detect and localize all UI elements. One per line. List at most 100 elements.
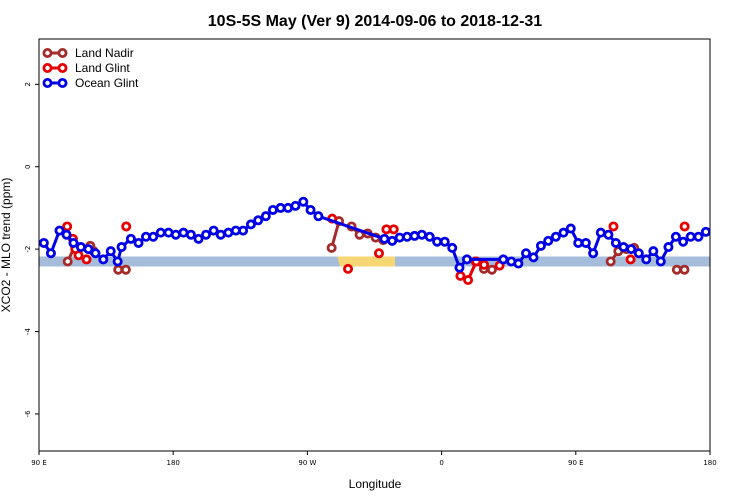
data-point	[326, 242, 337, 253]
data-point	[120, 264, 131, 275]
data-point	[185, 229, 196, 240]
data-point	[61, 229, 72, 240]
data-point	[618, 242, 629, 253]
data-point	[424, 231, 435, 242]
data-point	[253, 215, 264, 226]
data-point	[479, 259, 490, 270]
data-point	[455, 270, 466, 281]
chart-title: 10S-5S May (Ver 9) 2014-09-06 to 2018-12…	[208, 13, 543, 30]
y-tick-label: -2	[24, 246, 32, 253]
legend-item: Land Glint	[42, 61, 130, 75]
data-point	[595, 227, 606, 238]
data-point	[486, 264, 497, 275]
data-point	[45, 248, 56, 259]
x-axis: 90 E 180 90 W 0 90 E 180	[31, 451, 717, 467]
data-point	[73, 250, 84, 261]
legend-label: Land Glint	[75, 61, 130, 75]
data-point	[447, 242, 458, 253]
y-tick-label: -4	[24, 327, 32, 335]
data-point	[608, 221, 619, 232]
data-point	[313, 211, 324, 222]
data-point	[394, 232, 405, 243]
data-point	[387, 235, 398, 246]
data-point	[498, 254, 509, 265]
x-tick-label: 90 E	[31, 459, 47, 467]
data-point	[193, 233, 204, 244]
data-point	[679, 264, 690, 275]
data-point	[305, 204, 316, 215]
y-axis: 2 0 -2 -4 -6	[24, 82, 39, 417]
plot-frame	[38, 38, 711, 452]
data-point	[693, 231, 704, 242]
data-point	[461, 254, 472, 265]
data-point	[513, 258, 524, 269]
data-point	[535, 240, 546, 251]
legend-swatch-marker	[42, 48, 53, 59]
data-point	[528, 252, 539, 263]
legend-swatch-marker	[42, 78, 53, 89]
series-layer	[39, 196, 710, 286]
data-point	[373, 248, 384, 259]
land-gap-fill	[337, 256, 396, 267]
data-point	[201, 229, 212, 240]
data-point	[454, 262, 465, 273]
reference-band	[39, 256, 710, 267]
x-tick-label: 180	[167, 459, 180, 467]
y-tick-label: 0	[24, 164, 32, 168]
data-point	[565, 223, 576, 234]
legend-item: Land Nadir	[42, 46, 134, 60]
data-point	[550, 231, 561, 242]
data-point	[343, 263, 354, 274]
plot-region	[38, 38, 711, 452]
legend-label: Land Nadir	[75, 46, 134, 60]
data-point	[641, 254, 652, 265]
data-point	[388, 224, 399, 235]
data-point	[626, 244, 637, 255]
data-point	[125, 233, 136, 244]
data-point	[116, 242, 127, 253]
x-axis-label: Longitude	[349, 477, 402, 491]
legend-swatch-marker	[57, 78, 68, 89]
legend-label: Ocean Glint	[75, 76, 139, 90]
y-tick-label: 2	[24, 82, 32, 86]
data-point	[416, 229, 427, 240]
data-point	[215, 229, 226, 240]
data-point	[610, 237, 621, 248]
x-tick-label: 90 E	[568, 459, 584, 467]
data-point	[260, 211, 271, 222]
data-point	[625, 254, 636, 265]
x-tick-label: 180	[703, 459, 716, 467]
data-point	[605, 256, 616, 267]
data-point	[112, 256, 123, 267]
data-point	[62, 221, 73, 232]
data-point	[148, 231, 159, 242]
legend-swatch-marker	[57, 48, 68, 59]
data-point	[679, 221, 690, 232]
data-point	[708, 228, 710, 237]
data-point	[121, 221, 132, 232]
data-point	[379, 233, 390, 244]
data-point	[105, 246, 116, 257]
data-point	[98, 254, 109, 265]
data-point	[573, 237, 584, 248]
data-point	[439, 236, 450, 247]
series-ocean-glint	[39, 196, 710, 273]
data-point	[588, 248, 599, 259]
legend-item: Ocean Glint	[42, 76, 139, 90]
data-point	[670, 231, 681, 242]
data-point	[655, 256, 666, 267]
data-point	[558, 227, 569, 238]
data-point	[54, 225, 65, 236]
data-point	[133, 237, 144, 248]
data-point	[245, 219, 256, 230]
legend-swatch-marker	[57, 63, 68, 74]
data-point	[208, 225, 219, 236]
data-point	[633, 248, 644, 259]
data-point	[81, 254, 92, 265]
data-point	[603, 229, 614, 240]
data-point	[580, 237, 591, 248]
data-point	[290, 200, 301, 211]
data-point	[663, 242, 674, 253]
